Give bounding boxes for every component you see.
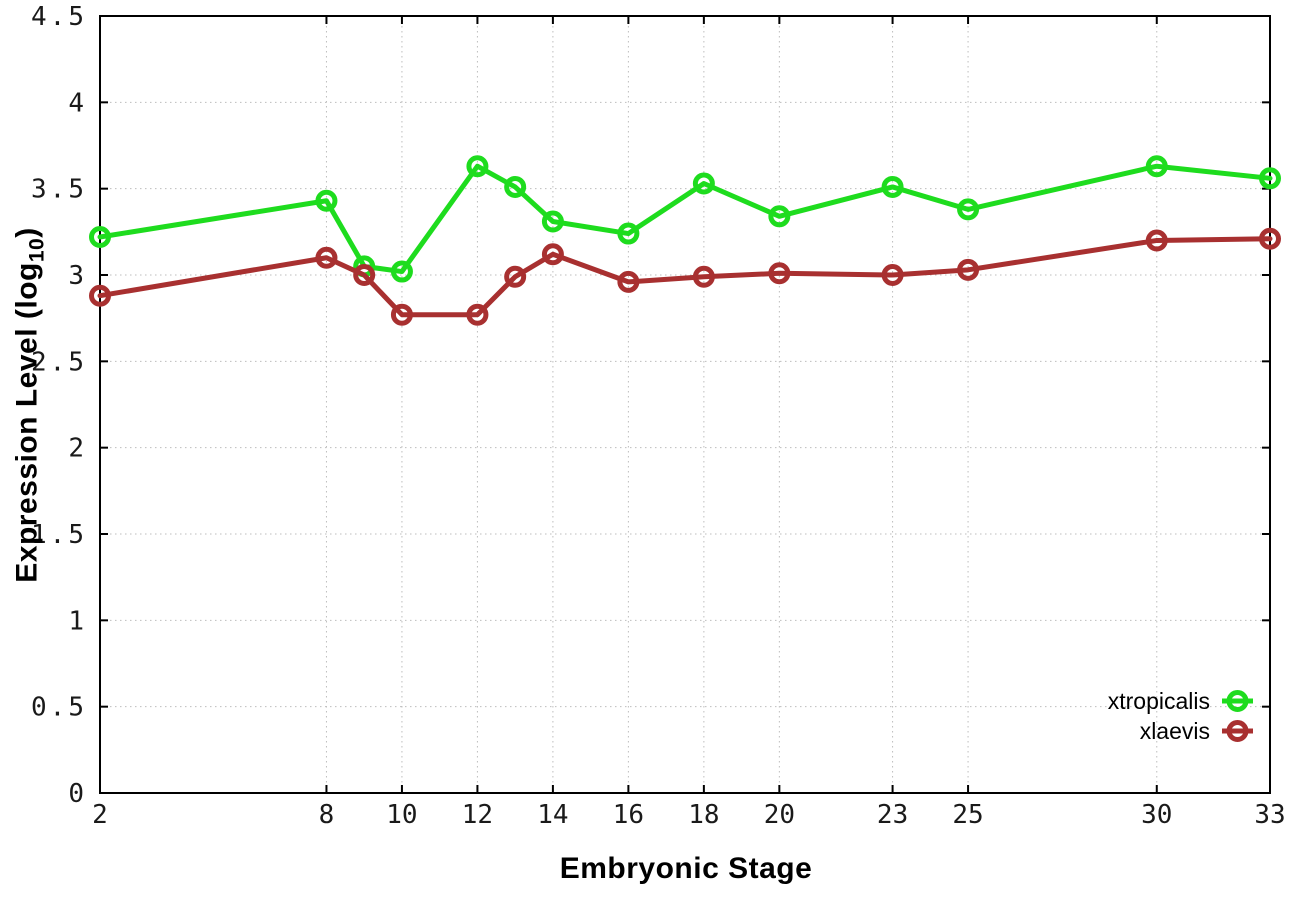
- marker-xlaevis-stage-10: [390, 303, 413, 326]
- legend-sample-marker-xtropicalis: [1226, 690, 1249, 712]
- y-tick-label-2.5: 2.5: [31, 347, 87, 377]
- marker-xlaevis-stage-2: [89, 284, 111, 307]
- x-tick-label-10: 10: [386, 800, 417, 830]
- marker-xlaevis-stage-13: [504, 265, 527, 288]
- marker-xtropicalis-stage-13: [504, 175, 527, 198]
- y-axis-title-close: ): [10, 227, 44, 238]
- y-tick-label-0: 0: [68, 779, 87, 809]
- marker-xlaevis-stage-25: [957, 258, 980, 281]
- legend-label-xtropicalis: xtropicalis: [1108, 688, 1210, 714]
- x-tick-label-12: 12: [462, 800, 493, 830]
- x-tick-label-2: 2: [92, 800, 108, 830]
- legend-label-xlaevis: xlaevis: [1140, 718, 1210, 744]
- y-tick-label-1: 1: [68, 606, 87, 636]
- marker-xlaevis-stage-12: [466, 303, 489, 326]
- x-tick-label-8: 8: [319, 800, 335, 830]
- marker-xlaevis-stage-14: [541, 243, 564, 266]
- marker-xtropicalis-stage-23: [881, 175, 904, 198]
- y-tick-label-0.5: 0.5: [31, 693, 87, 723]
- marker-xlaevis-stage-33: [1259, 227, 1281, 250]
- x-tick-label-25: 25: [952, 800, 983, 830]
- series-line-xlaevis: [97, 236, 1273, 318]
- x-tick-label-30: 30: [1141, 800, 1172, 830]
- y-axis-title: Expression Level (log10): [11, 227, 50, 582]
- marker-xlaevis-stage-30: [1145, 229, 1168, 252]
- marker-xtropicalis-stage-33: [1259, 167, 1281, 190]
- marker-xlaevis-stage-16: [617, 270, 640, 293]
- marker-xtropicalis-stage-25: [957, 198, 980, 221]
- marker-xtropicalis-stage-16: [617, 222, 640, 245]
- marker-xtropicalis-stage-18: [692, 172, 715, 195]
- marker-xlaevis-stage-23: [881, 264, 904, 286]
- marker-xlaevis-stage-8: [315, 246, 338, 269]
- y-axis-title-subscript: 10: [25, 237, 49, 263]
- series-line-xtropicalis: [97, 163, 1273, 275]
- marker-xtropicalis-stage-20: [768, 205, 791, 228]
- marker-xlaevis-stage-20: [768, 262, 791, 285]
- x-tick-label-23: 23: [877, 800, 908, 830]
- x-tick-label-33: 33: [1254, 800, 1285, 830]
- x-tick-label-16: 16: [613, 800, 644, 830]
- marker-xlaevis-stage-9: [353, 264, 376, 286]
- marker-xtropicalis-stage-30: [1145, 155, 1168, 178]
- y-tick-label-1.5: 1.5: [31, 520, 87, 550]
- marker-xtropicalis-stage-10: [390, 260, 413, 283]
- x-tick-label-18: 18: [688, 800, 719, 830]
- marker-xtropicalis-stage-12: [466, 155, 489, 178]
- y-tick-label-3: 3: [68, 261, 87, 291]
- y-tick-label-4.5: 4.5: [31, 2, 87, 32]
- x-tick-label-20: 20: [764, 800, 795, 830]
- marker-xlaevis-stage-18: [692, 265, 715, 288]
- y-tick-label-2: 2: [68, 434, 87, 464]
- plot-border: [99, 15, 1271, 794]
- marker-xtropicalis-stage-2: [89, 226, 111, 249]
- y-tick-label-4: 4: [68, 88, 87, 118]
- y-tick-label-3.5: 3.5: [31, 175, 87, 205]
- marker-xtropicalis-stage-8: [315, 189, 338, 212]
- legend-sample-marker-xlaevis: [1226, 720, 1249, 742]
- y-axis-title-text: Expression Level (log: [10, 262, 44, 583]
- x-tick-label-14: 14: [537, 800, 568, 830]
- x-axis-title: Embryonic Stage: [559, 852, 813, 885]
- marker-xtropicalis-stage-14: [541, 210, 564, 233]
